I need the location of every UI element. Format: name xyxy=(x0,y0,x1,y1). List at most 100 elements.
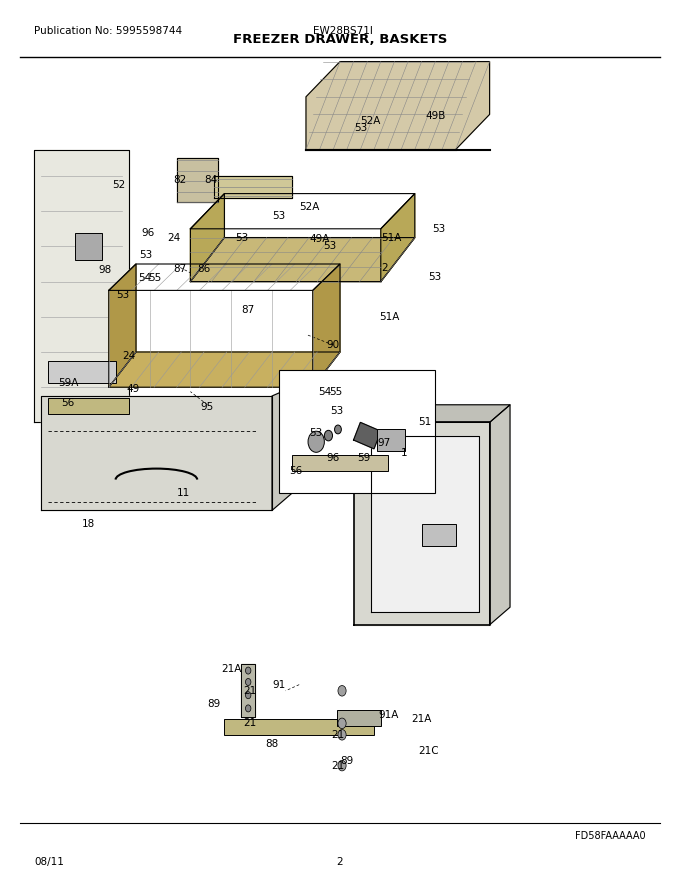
Text: 21: 21 xyxy=(243,718,257,729)
Bar xyxy=(75,233,102,260)
Text: 08/11: 08/11 xyxy=(34,857,64,868)
Text: 21: 21 xyxy=(331,760,345,771)
Polygon shape xyxy=(190,194,224,282)
Polygon shape xyxy=(34,150,129,422)
Text: 88: 88 xyxy=(265,738,279,749)
Text: 52A: 52A xyxy=(360,116,381,127)
Circle shape xyxy=(245,705,251,712)
Text: 95: 95 xyxy=(201,401,214,412)
Circle shape xyxy=(335,425,341,434)
Circle shape xyxy=(324,430,333,441)
Circle shape xyxy=(308,431,324,452)
Text: 87: 87 xyxy=(241,304,255,315)
Polygon shape xyxy=(490,405,510,625)
Polygon shape xyxy=(313,264,340,387)
Text: 24: 24 xyxy=(167,232,180,243)
Text: 51: 51 xyxy=(418,417,432,428)
Text: 24: 24 xyxy=(122,351,136,362)
Text: 98: 98 xyxy=(99,265,112,275)
Text: 49A: 49A xyxy=(309,234,330,245)
Polygon shape xyxy=(41,396,272,510)
Text: 86: 86 xyxy=(197,264,211,275)
Text: 53: 53 xyxy=(235,232,248,243)
Text: 49B: 49B xyxy=(425,111,445,121)
Text: 91: 91 xyxy=(272,679,286,690)
Text: 21C: 21C xyxy=(418,745,439,756)
Polygon shape xyxy=(109,264,136,387)
Text: EW28BS71I: EW28BS71I xyxy=(313,26,373,36)
Text: FD58FAAAAA0: FD58FAAAAA0 xyxy=(575,831,646,841)
Bar xyxy=(422,524,456,546)
Text: 1: 1 xyxy=(401,448,408,458)
Text: 56: 56 xyxy=(61,398,75,408)
Text: 90: 90 xyxy=(326,340,340,350)
Text: 55: 55 xyxy=(329,386,343,397)
Text: 52A: 52A xyxy=(299,202,320,212)
Text: 21: 21 xyxy=(331,730,345,740)
Circle shape xyxy=(245,678,251,686)
Text: 53: 53 xyxy=(116,290,129,300)
Text: 89: 89 xyxy=(207,699,221,709)
Bar xyxy=(48,361,116,383)
Bar xyxy=(279,370,435,493)
Polygon shape xyxy=(272,378,313,510)
Polygon shape xyxy=(190,238,415,282)
Text: 53: 53 xyxy=(428,272,442,282)
Polygon shape xyxy=(306,62,490,150)
Circle shape xyxy=(338,760,346,771)
Polygon shape xyxy=(354,422,381,449)
Bar xyxy=(292,455,388,471)
Text: 53: 53 xyxy=(354,122,367,133)
Bar xyxy=(224,719,374,735)
Text: 11: 11 xyxy=(177,488,190,498)
Text: 53: 53 xyxy=(323,241,337,252)
Text: 52: 52 xyxy=(112,180,126,190)
Circle shape xyxy=(338,730,346,740)
Text: 53: 53 xyxy=(309,428,323,438)
Text: 53: 53 xyxy=(272,210,286,221)
Text: 82: 82 xyxy=(173,175,187,186)
Text: 59A: 59A xyxy=(58,378,78,388)
Text: 2: 2 xyxy=(337,857,343,868)
Circle shape xyxy=(338,718,346,729)
Text: 56: 56 xyxy=(289,466,303,476)
Polygon shape xyxy=(177,158,218,202)
Text: 18: 18 xyxy=(82,518,95,529)
Text: 53: 53 xyxy=(432,224,445,234)
Polygon shape xyxy=(381,194,415,282)
Text: 51A: 51A xyxy=(381,232,401,243)
Text: 2: 2 xyxy=(381,263,388,274)
Polygon shape xyxy=(241,664,255,717)
Text: 21: 21 xyxy=(243,686,257,696)
Circle shape xyxy=(245,692,251,699)
Text: 49: 49 xyxy=(126,384,139,394)
Text: 89: 89 xyxy=(340,756,354,766)
Text: 91A: 91A xyxy=(379,709,399,720)
Text: 21A: 21A xyxy=(411,714,432,724)
Polygon shape xyxy=(109,352,340,387)
Text: 96: 96 xyxy=(326,452,340,463)
Polygon shape xyxy=(354,405,510,422)
Bar xyxy=(377,429,405,451)
Bar xyxy=(337,710,381,726)
Polygon shape xyxy=(214,176,292,198)
Text: 59: 59 xyxy=(357,452,371,463)
Text: 84: 84 xyxy=(204,175,218,186)
Bar xyxy=(48,398,129,414)
Text: 87: 87 xyxy=(173,264,187,275)
Text: FREEZER DRAWER, BASKETS: FREEZER DRAWER, BASKETS xyxy=(233,33,447,46)
Circle shape xyxy=(245,667,251,674)
Polygon shape xyxy=(371,436,479,612)
Text: 53: 53 xyxy=(330,406,343,416)
Text: 54: 54 xyxy=(138,273,152,283)
Polygon shape xyxy=(354,422,490,625)
Text: 54: 54 xyxy=(318,386,332,397)
Text: 96: 96 xyxy=(141,228,155,238)
Text: 55: 55 xyxy=(148,273,162,283)
Circle shape xyxy=(338,686,346,696)
Text: 21A: 21A xyxy=(221,664,241,674)
Text: 51A: 51A xyxy=(379,312,400,322)
Text: 97: 97 xyxy=(377,437,391,448)
Text: Publication No: 5995598744: Publication No: 5995598744 xyxy=(34,26,182,36)
Text: 53: 53 xyxy=(139,250,153,260)
